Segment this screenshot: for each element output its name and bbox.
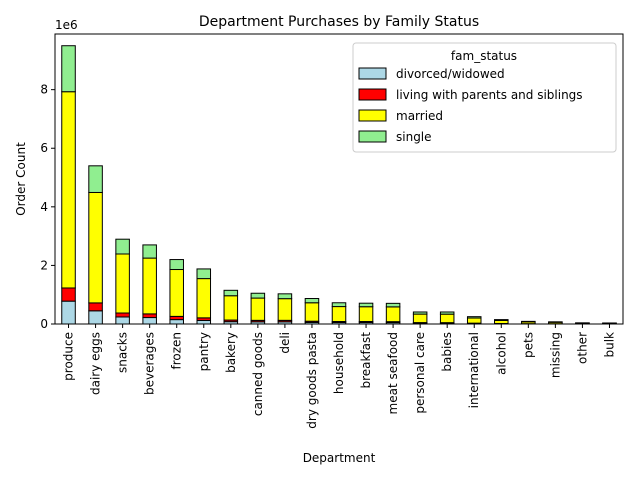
- bar-segment-2: [466, 317, 482, 324]
- bar-segment-3: [494, 319, 509, 321]
- bar-segment-2: [115, 253, 130, 314]
- bar-segment-0: [61, 300, 76, 325]
- bar-segment-3: [61, 45, 76, 93]
- x-tick-label: bakery: [224, 332, 238, 373]
- legend-label-2: married: [396, 109, 443, 123]
- y-tick-label: 2: [40, 258, 48, 272]
- bar-segment-2: [223, 295, 239, 321]
- bar-segment-2: [88, 191, 103, 304]
- bar-segment-3: [88, 165, 103, 193]
- x-tick-label: pantry: [197, 332, 211, 371]
- bar-segment-1: [61, 287, 76, 302]
- x-tick-label: bulk: [602, 332, 616, 358]
- x-tick-label: international: [467, 332, 481, 408]
- x-tick-label: beverages: [143, 332, 157, 395]
- x-tick-label: other: [575, 332, 589, 364]
- x-tick-label: personal care: [413, 332, 427, 414]
- chart-title: Department Purchases by Family Status: [199, 14, 479, 30]
- bar-segment-3: [277, 293, 293, 300]
- bar-segment-3: [142, 244, 157, 259]
- bar-segment-3: [115, 238, 130, 255]
- bar-segment-0: [169, 319, 184, 325]
- y-axis: 0 2 4 6 8: [40, 83, 55, 331]
- x-tick-label: dry goods pasta: [305, 332, 319, 429]
- bar-segment-2: [331, 306, 347, 323]
- bar-segment-3: [304, 298, 320, 304]
- plot-frame: [54, 33, 624, 325]
- bars-layer: [61, 45, 617, 325]
- bar-segment-3: [169, 259, 184, 271]
- y-axis-label: Order Count: [14, 142, 28, 216]
- legend: fam_status divorced/widowed living with p…: [352, 42, 617, 153]
- legend-box: [352, 42, 617, 153]
- x-tick-label: breakfast: [359, 332, 373, 389]
- x-tick-label: babies: [440, 332, 454, 372]
- legend-title: fam_status: [451, 49, 517, 63]
- x-tick-label: snacks: [116, 332, 130, 373]
- bar-segment-0: [88, 310, 103, 325]
- bar-segment-3: [412, 311, 428, 315]
- bar-segment-0: [196, 319, 212, 325]
- bar-segment-2: [304, 302, 320, 322]
- bar-segment-3: [439, 311, 455, 315]
- bar-segment-0: [115, 316, 130, 325]
- x-tick-label: frozen: [170, 332, 184, 370]
- y-tick-label: 0: [40, 317, 48, 331]
- bar-segment-1: [115, 312, 130, 318]
- x-tick-label: alcohol: [494, 332, 508, 375]
- bar-segment-1: [142, 313, 157, 319]
- legend-label-3: single: [396, 130, 432, 144]
- x-tick-label: produce: [62, 332, 76, 381]
- bar-segment-3: [223, 289, 239, 297]
- bar-segment-2: [196, 278, 212, 319]
- bar-segment-2: [250, 297, 266, 321]
- bar-segment-2: [385, 306, 401, 323]
- bar-segment-3: [358, 302, 374, 308]
- legend-swatch-2: [358, 109, 387, 122]
- bar-segment-1: [88, 302, 103, 312]
- bar-segment-3: [331, 302, 347, 308]
- bar-segment-2: [169, 269, 184, 317]
- legend-swatch-3: [358, 130, 387, 143]
- legend-label-1: living with parents and siblings: [396, 88, 583, 102]
- x-tick-label: missing: [548, 332, 562, 378]
- bar-segment-0: [142, 317, 157, 325]
- x-tick-label: household: [332, 332, 346, 394]
- x-tick-label: canned goods: [251, 332, 265, 416]
- bar-segment-2: [358, 306, 374, 323]
- x-tick-label: deli: [278, 332, 292, 354]
- bar-segment-2: [277, 298, 293, 321]
- legend-label-0: divorced/widowed: [396, 67, 505, 81]
- x-axis-label: Department: [303, 451, 376, 465]
- x-tick-label: meat seafood: [386, 332, 400, 414]
- bar-segment-2: [439, 313, 455, 324]
- y-multiplier-label: 1e6: [55, 18, 78, 32]
- legend-swatch-0: [358, 67, 387, 80]
- x-axis: produce dairy eggs snacks beverages frozen pa…: [62, 324, 616, 429]
- bar-segment-2: [142, 257, 157, 315]
- x-tick-label: dairy eggs: [89, 332, 103, 395]
- bar-segment-3: [466, 316, 482, 319]
- x-tick-label: pets: [521, 332, 535, 358]
- bar-segment-2: [412, 313, 428, 324]
- legend-swatch-1: [358, 88, 387, 101]
- bar-segment-3: [250, 292, 266, 299]
- bar-segment-2: [61, 91, 76, 289]
- y-tick-label: 6: [40, 141, 48, 155]
- y-tick-label: 8: [40, 83, 48, 97]
- y-tick-label: 4: [40, 200, 48, 214]
- bar-segment-3: [385, 302, 401, 308]
- bar-segment-3: [196, 268, 212, 280]
